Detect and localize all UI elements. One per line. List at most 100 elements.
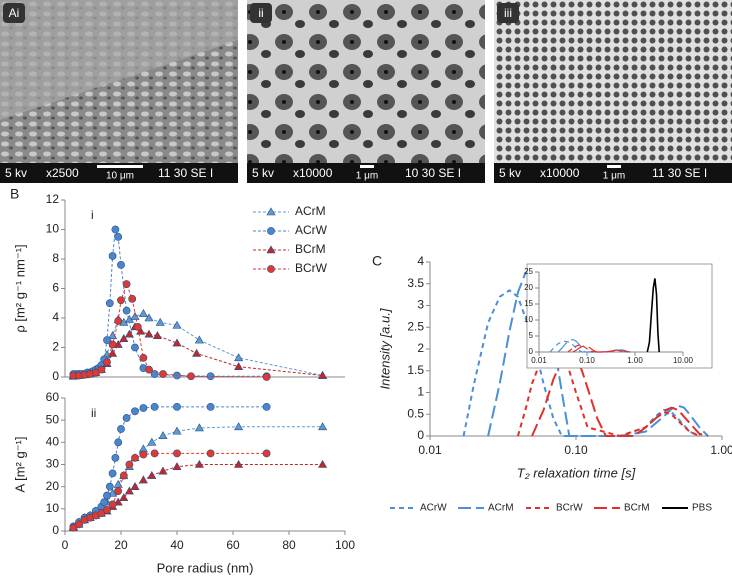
x-tick-label: 100 xyxy=(335,538,355,552)
legend-label: ACrM xyxy=(295,204,326,218)
y-tick-label: 2.5 xyxy=(407,319,424,333)
marker xyxy=(111,225,120,234)
marker xyxy=(144,329,154,338)
marker xyxy=(234,353,244,362)
y-tick-label: 6 xyxy=(52,281,59,295)
y-tick-label: 0 xyxy=(52,369,59,383)
y-tick-label: 0 xyxy=(52,523,59,537)
x-tick-label: 10.00 xyxy=(673,356,694,365)
footer-text: 11 30 SE I xyxy=(652,166,707,180)
marker xyxy=(318,370,328,379)
chart: 0 2 4 6 8 10 12 i ρ [m² g⁻¹ nm⁻¹] ACrM ACrW BCrM BCr… xyxy=(12,192,345,383)
y-tick-label: 10 xyxy=(46,501,60,515)
y-tick-label: 60 xyxy=(46,390,60,404)
marker xyxy=(206,402,215,411)
series-line xyxy=(646,278,660,353)
marker xyxy=(206,449,215,458)
y-tick-label: 10 xyxy=(524,315,533,324)
y-tick-label: 3.5 xyxy=(407,276,424,290)
marker xyxy=(131,453,139,462)
panel-label: i xyxy=(91,208,94,222)
marker xyxy=(139,353,148,362)
image-label: iii xyxy=(504,6,512,20)
footer-text: 1 μm xyxy=(356,171,378,182)
footer-text: 1 μm xyxy=(603,171,625,182)
x-axis-label: T₂ relaxation time [s] xyxy=(517,465,636,480)
legend-label: ACrW xyxy=(420,503,447,514)
marker xyxy=(145,365,153,374)
marker xyxy=(172,462,182,471)
marker xyxy=(144,313,154,322)
x-tick-label: 80 xyxy=(282,538,296,552)
sem-image xyxy=(494,0,732,183)
legend-marker xyxy=(266,207,276,216)
marker xyxy=(234,459,244,468)
marker xyxy=(117,260,125,269)
marker xyxy=(150,449,159,458)
panel-label: B xyxy=(10,186,19,202)
y-tick-label: 10 xyxy=(46,222,60,236)
y-tick-label: 8 xyxy=(52,251,59,265)
marker xyxy=(150,402,159,411)
marker xyxy=(159,370,167,378)
marker xyxy=(113,479,123,488)
marker xyxy=(194,459,204,468)
panel-label: ii xyxy=(91,406,96,420)
marker xyxy=(262,373,271,381)
y-tick-label: 50 xyxy=(46,412,60,426)
series-line xyxy=(567,344,628,353)
series-line xyxy=(557,339,631,353)
x-tick-label: 1.00 xyxy=(627,356,643,365)
legend-label: BCrW xyxy=(295,261,328,275)
scale-bar xyxy=(97,165,143,168)
y-axis-label: A [m² g⁻¹] xyxy=(12,437,27,493)
x-tick-label: 20 xyxy=(114,538,128,552)
scale-bar xyxy=(607,165,621,168)
footer-text: x10000 xyxy=(540,166,580,180)
image-label-bg xyxy=(3,3,25,23)
marker xyxy=(108,252,117,260)
y-tick-label: 3 xyxy=(417,298,424,312)
marker xyxy=(103,336,111,345)
x-tick-label: 0.10 xyxy=(564,443,588,457)
marker xyxy=(173,449,181,458)
marker xyxy=(147,437,157,446)
y-tick-label: 2 xyxy=(52,340,59,354)
y-tick-label: 4 xyxy=(417,254,424,268)
marker xyxy=(187,372,195,381)
marker xyxy=(138,475,148,484)
legend-marker xyxy=(267,227,275,235)
marker xyxy=(119,471,128,480)
x-tick-label: 1.00 xyxy=(710,443,732,457)
legend-label: ACrW xyxy=(295,223,328,237)
marker xyxy=(128,294,137,303)
marker xyxy=(318,422,328,431)
marker xyxy=(234,422,244,431)
y-tick-label: 40 xyxy=(46,435,60,449)
image-label: Ai xyxy=(9,6,20,20)
legend-label: PBS xyxy=(692,503,712,514)
footer-text: x2500 xyxy=(46,166,79,180)
footer-text: 5 kv xyxy=(5,166,27,180)
marker xyxy=(122,280,131,288)
marker xyxy=(130,311,140,320)
marker xyxy=(172,320,182,329)
marker xyxy=(103,358,111,367)
marker xyxy=(192,348,202,357)
y-tick-label: 2 xyxy=(417,341,424,355)
marker xyxy=(172,338,182,347)
marker xyxy=(172,426,182,435)
image-footer xyxy=(494,163,732,183)
marker xyxy=(114,317,123,325)
marker xyxy=(139,404,148,412)
marker xyxy=(131,343,139,352)
series-line xyxy=(462,289,700,437)
marker xyxy=(158,466,168,475)
marker xyxy=(114,487,123,495)
y-tick-label: 0.5 xyxy=(407,406,424,420)
footer-text: x10000 xyxy=(293,166,333,180)
footer-text: 5 kv xyxy=(499,166,521,180)
marker xyxy=(130,482,140,490)
x-tick-label: 0.01 xyxy=(418,443,442,457)
